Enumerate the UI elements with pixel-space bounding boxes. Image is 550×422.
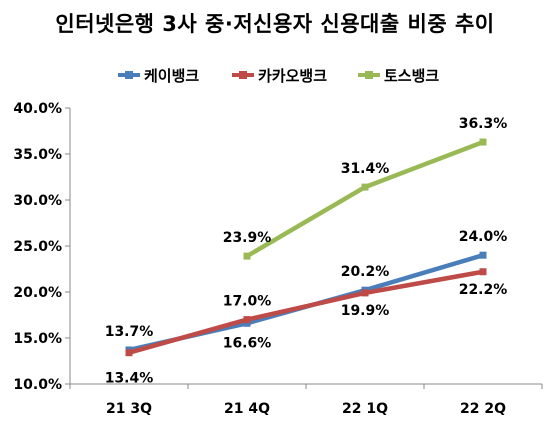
- legend: 케이뱅크 카카오뱅크 토스뱅크: [118, 67, 439, 85]
- data-label: 16.6%: [223, 335, 272, 351]
- data-label: 22.2%: [459, 282, 508, 298]
- series-line: [244, 139, 486, 259]
- x-tick-label: 22 2Q: [460, 401, 506, 417]
- data-label: 19.9%: [341, 303, 390, 319]
- data-point: [243, 316, 251, 324]
- legend-label: 토스뱅크: [384, 67, 439, 85]
- y-tick-label: 10.0%: [13, 377, 62, 393]
- data-point: [361, 183, 369, 191]
- y-tick-label: 30.0%: [13, 193, 62, 209]
- legend-marker: [365, 71, 373, 79]
- data-point: [479, 251, 487, 259]
- y-tick-label: 15.0%: [13, 331, 62, 347]
- data-point: [243, 319, 251, 327]
- data-labels: 13.7% 16.6% 20.2% 24.0% 13.4% 17.0% 19.9% 22.2%…: [105, 116, 508, 387]
- x-tick-label: 21 4Q: [224, 401, 270, 417]
- data-label: 17.0%: [223, 294, 272, 310]
- legend-label: 케이뱅크: [144, 67, 199, 85]
- data-point: [125, 349, 133, 357]
- data-label: 36.3%: [459, 116, 508, 132]
- legend-marker: [239, 71, 247, 79]
- legend-label: 카카오뱅크: [258, 67, 327, 85]
- data-label: 13.7%: [105, 324, 154, 340]
- data-point: [479, 138, 487, 146]
- data-point: [361, 289, 369, 297]
- data-label: 13.4%: [105, 371, 154, 387]
- data-point: [243, 252, 251, 260]
- legend-marker: [125, 71, 133, 79]
- y-tick-label: 25.0%: [13, 239, 62, 255]
- axes: 10.0% 15.0% 20.0% 25.0% 30.0% 35.0% 40.0% 21 3Q…: [13, 101, 543, 417]
- y-tick-label: 35.0%: [13, 147, 62, 163]
- y-tick-label: 40.0%: [13, 101, 62, 117]
- chart-title: 인터넷은행 3사 중·저신용자 신용대출 비중 추이: [55, 12, 495, 36]
- y-tick-label: 20.0%: [13, 285, 62, 301]
- data-point: [479, 268, 487, 276]
- data-label: 31.4%: [341, 161, 390, 177]
- data-label: 24.0%: [459, 229, 508, 245]
- series-line: [126, 269, 486, 355]
- data-label: 23.9%: [223, 230, 272, 246]
- data-label: 20.2%: [341, 264, 390, 280]
- series-layer: [125, 138, 487, 357]
- x-tick-label: 22 1Q: [342, 401, 388, 417]
- x-tick-label: 21 3Q: [106, 401, 152, 417]
